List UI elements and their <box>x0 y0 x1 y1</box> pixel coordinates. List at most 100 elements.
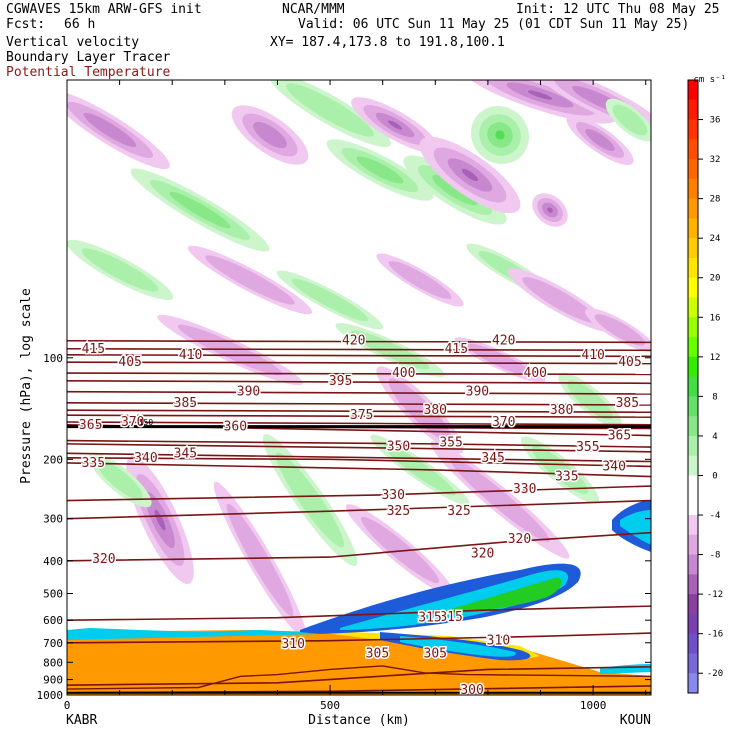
theta-contour-315 <box>67 605 651 621</box>
tilted-band-level <box>531 445 589 495</box>
theta-contour-395 <box>67 380 651 385</box>
colorbar-cell <box>688 119 698 140</box>
wave-band <box>507 268 613 332</box>
y-tick-label: 600 <box>43 614 63 627</box>
colorbar-cell <box>688 277 698 299</box>
wave-band-level <box>205 255 295 305</box>
tilted-band <box>88 452 152 508</box>
tracer-yellow-edge <box>300 630 540 660</box>
theta-contour-335 <box>67 462 651 478</box>
tilted-band <box>126 456 194 584</box>
colorbar-cell <box>688 238 698 259</box>
tilted-band <box>520 436 600 504</box>
tilted-band-level <box>275 452 345 548</box>
colorbar-label: 8 <box>712 392 717 402</box>
wave-band <box>187 245 313 315</box>
theta-contour-385 <box>67 402 651 406</box>
theta-label: 410 <box>581 348 604 363</box>
theta-label: 420 <box>342 334 365 349</box>
colorbar-cell <box>688 139 698 160</box>
wave-band-level <box>467 343 533 377</box>
tracer-cyan-top <box>67 628 320 640</box>
wave-band <box>403 155 507 225</box>
colorbar-frame <box>687 79 699 694</box>
wave-band <box>351 97 439 153</box>
wave-band <box>585 308 651 352</box>
wave-band <box>231 105 309 165</box>
colorbar-cell <box>688 317 698 338</box>
colorbar-cell <box>688 337 698 358</box>
colorbar-label: 24 <box>710 234 721 244</box>
colorbar-label: -12 <box>707 590 723 600</box>
wave-band-level <box>585 129 615 151</box>
tilted-band <box>345 504 455 596</box>
colorbar-units: cm s⁻¹ <box>693 75 726 85</box>
colorbar-cell <box>688 613 698 635</box>
right-cyan-strip <box>600 664 651 674</box>
theta-label: 320 <box>92 552 115 567</box>
tropopause-label: 150 <box>139 418 154 427</box>
theta-label: 315 <box>439 610 462 625</box>
wave-band <box>454 337 546 383</box>
colorbar-cell <box>688 396 698 417</box>
wave-band-level <box>387 120 403 130</box>
wave-band-level <box>612 104 648 136</box>
theta-label: 320 <box>508 532 531 547</box>
colorbar-cell <box>688 159 698 180</box>
wave-band-level <box>522 277 598 323</box>
theta-label: 420 <box>492 334 515 349</box>
colorbar-cell <box>688 475 698 496</box>
colorbar-cell <box>688 435 698 457</box>
theta-label: 405 <box>618 355 641 370</box>
theta-label: 300 <box>460 683 483 698</box>
colorbar-cell <box>688 257 698 279</box>
y-tick-label: 700 <box>43 637 63 650</box>
tilted-band-level <box>226 503 294 617</box>
colorbar-label: 12 <box>710 353 721 363</box>
theta-label: 400 <box>524 366 547 381</box>
theta-label: 355 <box>576 440 599 455</box>
y-tick-label: 900 <box>43 674 63 687</box>
theta-label: 405 <box>118 355 141 370</box>
theta-label: 365 <box>79 418 102 433</box>
theta-label: 360 <box>224 420 247 435</box>
y-tick-label: 800 <box>43 656 63 669</box>
org-label: NCAR/MMM <box>282 2 345 17</box>
theta-contour-390 <box>67 390 651 395</box>
wave-band-level <box>567 380 613 420</box>
plot-frame <box>66 79 652 696</box>
x-tick-label: 1000 <box>580 699 607 712</box>
colorbar-cell <box>688 178 698 200</box>
tilted-band <box>213 481 307 639</box>
colorbar-cell <box>688 297 698 318</box>
left-station-label: KABR <box>66 713 97 728</box>
wave-band-level <box>495 130 505 140</box>
colorbar-label: 32 <box>710 155 721 165</box>
colorbar-cell <box>688 534 698 556</box>
colorbar: 36 32 28 24 20 16 12 8 4 0 -4 -8 -12 -16 -20 <box>687 79 723 694</box>
theta-label: 365 <box>608 429 631 444</box>
wave-band <box>566 115 634 165</box>
x-tick-label: 0 <box>64 699 71 712</box>
colorbar-cell <box>688 515 698 536</box>
wave-band-level <box>169 191 231 229</box>
wave-band <box>463 80 617 124</box>
wave-band-level <box>356 156 404 184</box>
forecast-label: Fcst: <box>6 17 46 32</box>
theta-label: 310 <box>281 637 304 652</box>
wave-band <box>276 270 384 330</box>
theta-label: 330 <box>513 482 536 497</box>
theta-contour-330 <box>67 485 651 502</box>
updraft-jet-green <box>440 577 562 614</box>
theta-label: 345 <box>174 446 197 461</box>
colorbar-cell <box>688 673 698 694</box>
tilted-band-level <box>450 457 550 543</box>
colorbar-cell <box>688 376 698 397</box>
theta-label: 335 <box>82 456 105 471</box>
y-axis-label: Pressure (hPa), log scale <box>19 288 34 484</box>
y-tick-label: 300 <box>43 513 63 526</box>
wave-band-level <box>291 278 369 322</box>
colorbar-cell <box>688 218 698 239</box>
theta-contour-310 <box>67 632 651 644</box>
theta-label: 325 <box>447 504 470 519</box>
